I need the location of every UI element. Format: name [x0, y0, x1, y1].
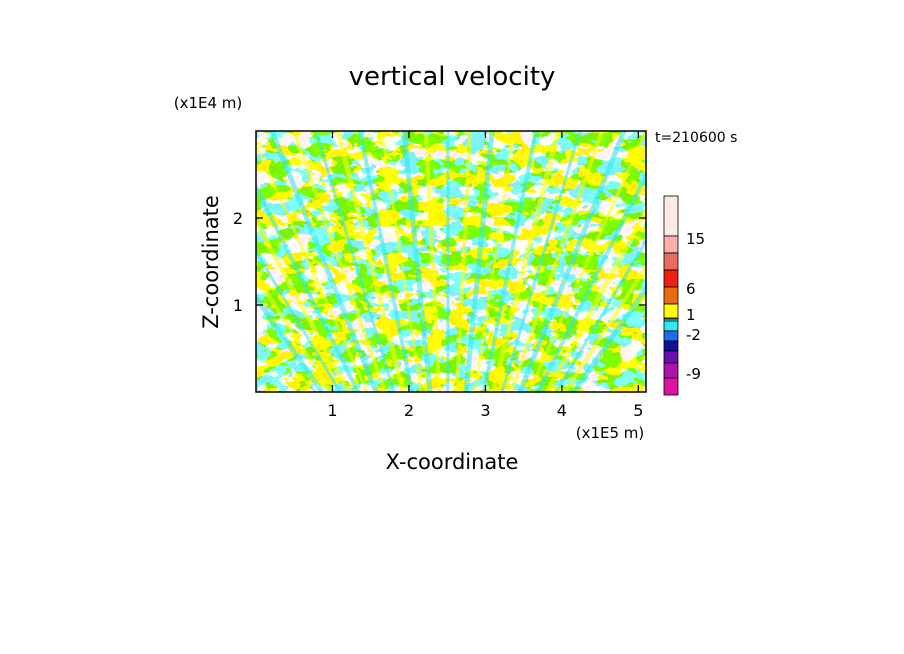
x-axis-ticks: 1 2 3 4 5 — [327, 131, 643, 420]
field-stripe — [314, 131, 396, 392]
field-stripe — [500, 131, 582, 392]
x-tick-label: 5 — [633, 401, 643, 420]
chart-title: vertical velocity — [349, 62, 556, 92]
field-stripe — [563, 263, 646, 392]
field-stripe — [269, 131, 379, 392]
field-stripe — [517, 131, 627, 392]
field-stripe — [292, 131, 387, 392]
field-stripe — [424, 131, 441, 392]
colorbar-swatch — [663, 252, 679, 271]
x-tick-label: 4 — [557, 401, 567, 420]
field-stripe — [482, 131, 538, 392]
field-stripe — [571, 284, 646, 392]
colorbar-swatch — [663, 377, 679, 396]
plot-frame — [255, 130, 647, 393]
colorbar-label: 1 — [686, 306, 696, 324]
field-stripe — [554, 238, 646, 392]
colorbar — [663, 195, 679, 396]
field-stripe — [401, 131, 433, 392]
colorbar-label: -9 — [686, 365, 701, 383]
x-tick-label: 1 — [327, 401, 337, 420]
colorbar-swatch — [663, 350, 679, 364]
field-stripes — [256, 131, 646, 392]
x-tick-label: 2 — [404, 401, 414, 420]
field-stripe — [256, 140, 369, 392]
colorbar-label: -2 — [686, 326, 701, 344]
field-stripe — [463, 131, 495, 392]
velocity-field — [256, 131, 646, 392]
field-stripe — [256, 292, 325, 392]
y-tick-label: 2 — [233, 209, 243, 228]
field-stripe — [335, 131, 406, 392]
field-stripe — [527, 131, 646, 392]
field-stripe — [544, 206, 646, 392]
time-label: t=210600 s — [655, 130, 737, 146]
field-stripe — [256, 217, 352, 392]
x-axis-label: X-coordinate — [386, 450, 519, 474]
colorbar-labels: 15 6 1 -2 -9 — [686, 230, 705, 383]
y-axis-label: Z-coordinate — [199, 195, 223, 329]
field-stripe — [490, 131, 561, 392]
colorbar-swatch — [663, 235, 679, 254]
y-axis-ticks: 12 — [233, 209, 646, 315]
field-stripe — [256, 272, 333, 392]
field-stripe — [256, 248, 342, 392]
colorbar-swatch — [663, 330, 679, 342]
y-tick-label: 1 — [233, 296, 243, 315]
field-stripe — [256, 182, 360, 392]
colorbar-label: 6 — [686, 280, 696, 298]
x-tick-label: 3 — [480, 401, 490, 420]
field-stripe — [380, 131, 423, 392]
colorbar-swatch — [663, 362, 679, 379]
field-stripe — [455, 131, 472, 392]
colorbar-label: 15 — [686, 230, 705, 248]
x-unit-label: (x1E5 m) — [576, 424, 645, 442]
field-stripe — [473, 131, 516, 392]
colorbar-swatch — [663, 269, 679, 288]
colorbar-swatch — [663, 303, 679, 320]
field-stripe — [358, 131, 414, 392]
y-unit-label: (x1E4 m) — [174, 94, 243, 112]
colorbar-swatch — [663, 340, 679, 352]
colorbar-swatch — [663, 286, 679, 305]
field-stripe — [509, 131, 604, 392]
colorbar-swatch — [663, 195, 679, 237]
field-stripe — [536, 170, 646, 392]
